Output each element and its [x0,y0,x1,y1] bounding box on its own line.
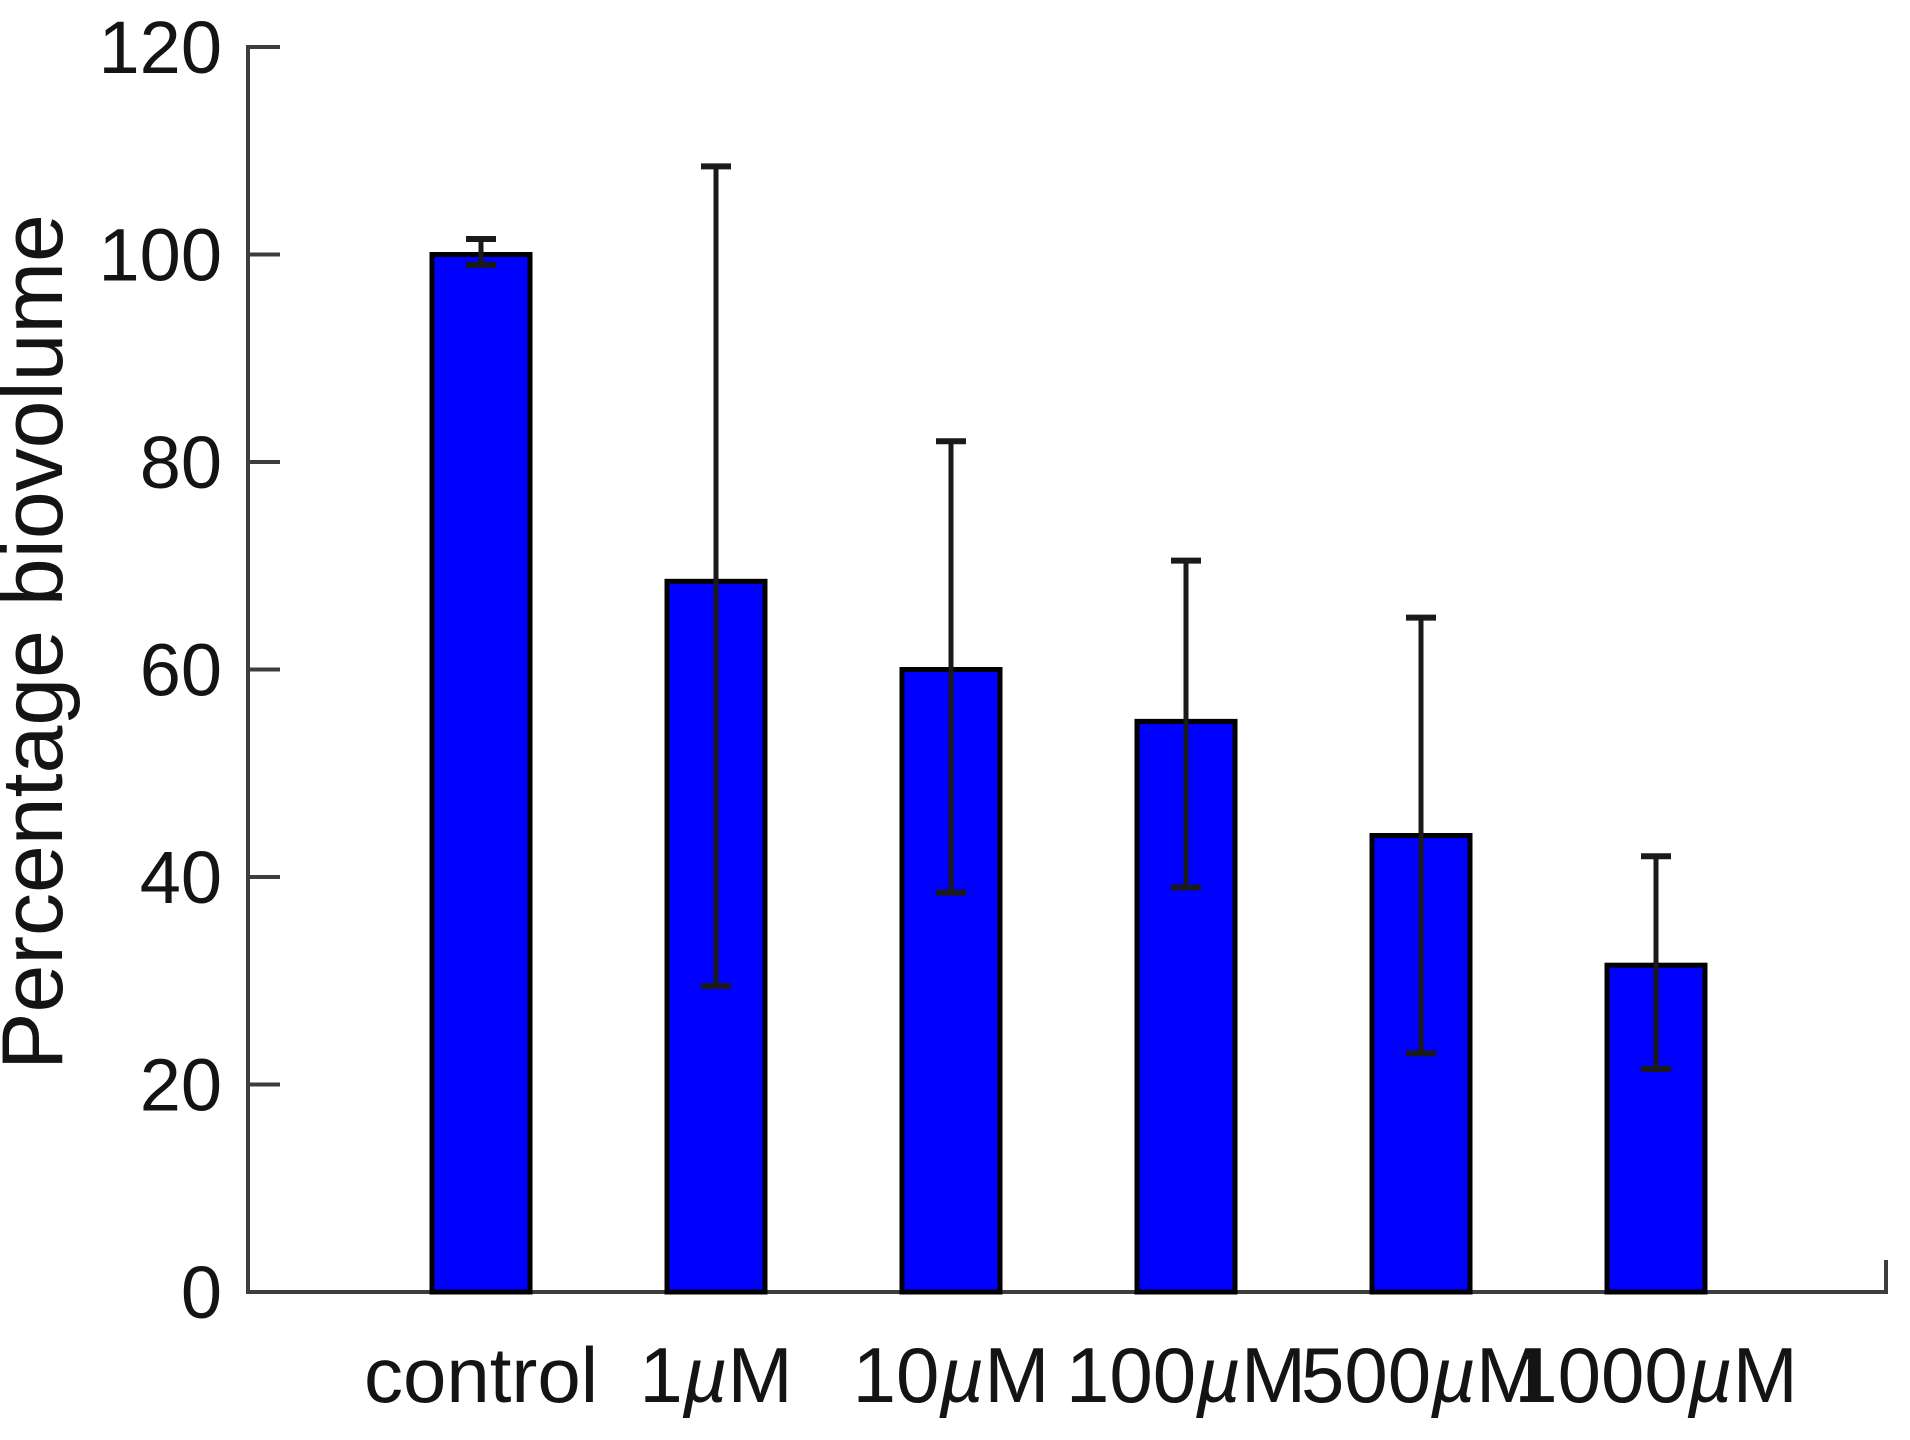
error-bar-control [466,235,496,268]
error-bar-10um [936,438,966,896]
x-label-1000um: 1000µM [1514,1331,1797,1419]
y-tick-label-40: 40 [140,836,222,919]
error-bar-500um [1406,614,1436,1057]
bar-100um [1134,718,1238,1295]
x-label-control: control [364,1331,598,1419]
y-tick-label-80: 80 [140,421,222,504]
y-tick-label-20: 20 [140,1043,222,1126]
error-bar-1um [701,163,731,989]
y-axis-title: Percentage biovolume [0,214,81,1070]
y-tick-label-100: 100 [99,213,222,296]
y-tick-label-60: 60 [140,628,222,711]
bar-control [429,252,533,1295]
y-tick-label-0: 0 [181,1251,222,1334]
x-label-500um: 500µM [1301,1331,1541,1419]
x-label-1um: 1µM [639,1331,792,1419]
y-tick-label-120: 120 [99,6,222,89]
error-bar-100um [1171,557,1201,891]
x-label-100um: 100µM [1066,1331,1306,1419]
x-label-10um: 10µM [853,1331,1050,1419]
error-bar-1000um [1641,853,1671,1072]
